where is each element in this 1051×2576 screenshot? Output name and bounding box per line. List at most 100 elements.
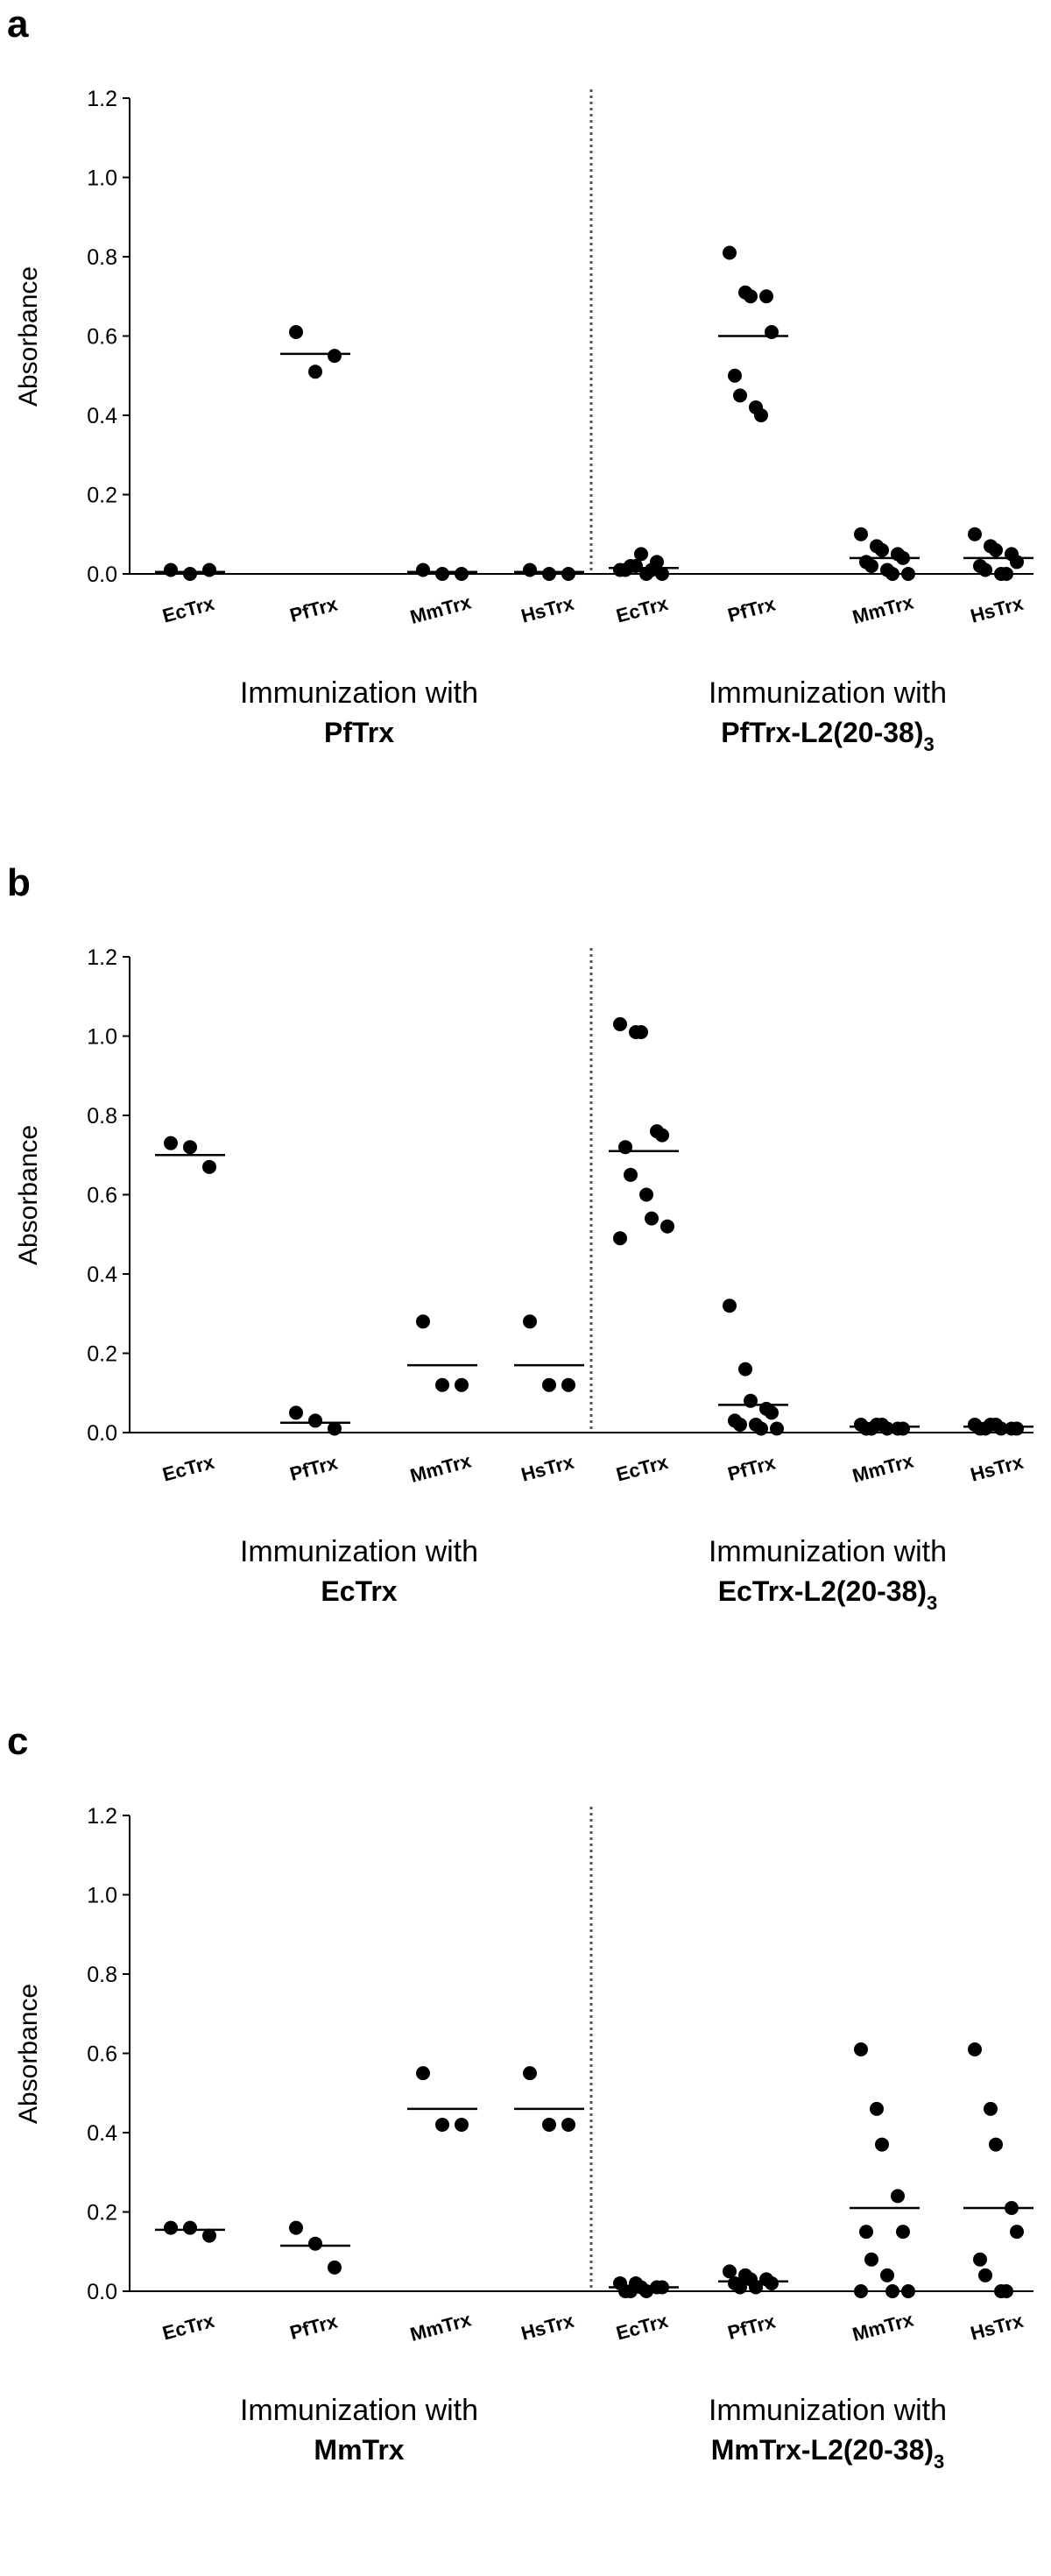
data-point [989, 2137, 1003, 2152]
group-label: Immunization with [709, 1535, 947, 1568]
data-point [978, 2268, 992, 2282]
group-name-subscript: 3 [934, 2451, 944, 2473]
category-label: EcTrx [160, 2310, 217, 2345]
data-point [765, 1405, 779, 1420]
category-label: HsTrx [518, 1451, 576, 1486]
data-point [723, 2264, 737, 2279]
group-name-main: MmTrx-L2(20-38) [711, 2434, 934, 2466]
group-name: MmTrx [314, 2434, 404, 2466]
category-label: PfTrx [287, 1451, 340, 1485]
y-tick-label: 0.6 [87, 325, 117, 350]
panel-letter: b [7, 861, 31, 904]
group-name: EcTrx-L2(20-38)3 [718, 1575, 938, 1614]
group-label: Immunization with [240, 676, 478, 710]
data-point [561, 2117, 575, 2132]
data-point [455, 1377, 469, 1392]
data-point [999, 567, 1013, 581]
data-point [308, 2236, 322, 2251]
group-label: Immunization with [240, 1535, 478, 1568]
data-point [416, 2066, 430, 2081]
y-tick-label: 0.6 [87, 2042, 117, 2067]
data-point [634, 547, 648, 562]
group-name: MmTrx-L2(20-38)3 [711, 2434, 945, 2473]
data-point [896, 1421, 910, 1436]
data-point [733, 1417, 747, 1432]
group-label: Immunization with [709, 2394, 947, 2427]
data-point [978, 563, 992, 577]
data-point [308, 1413, 322, 1428]
y-tick-label: 0.8 [87, 245, 117, 270]
data-point [523, 2066, 537, 2081]
data-point [202, 2228, 216, 2243]
y-axis-label: Absorbance [14, 266, 43, 407]
category-label: MmTrx [850, 591, 917, 628]
category-label: MmTrx [850, 2308, 917, 2346]
category-label: PfTrx [725, 592, 778, 626]
data-point [859, 2225, 873, 2240]
data-point [854, 527, 868, 541]
y-tick-label: 0.2 [87, 2201, 117, 2226]
data-point [1010, 2225, 1024, 2240]
panel-a: a Absorbance 0.0 0.2 0.4 0.6 0.8 1.0 1.2 EcTrx PfT… [0, 0, 1051, 859]
category-label: MmTrx [408, 591, 475, 628]
group-name-subscript: 3 [923, 733, 934, 755]
y-tick-label: 1.2 [87, 87, 117, 111]
data-point [455, 2117, 469, 2132]
y-axis-label: Absorbance [14, 1984, 43, 2124]
data-point [875, 2137, 889, 2152]
y-tick-label: 1.0 [87, 1884, 117, 1908]
category-label: PfTrx [725, 1451, 778, 1485]
data-point [854, 2042, 868, 2056]
data-point [183, 567, 197, 581]
data-point [994, 1421, 1008, 1436]
data-point [854, 2284, 868, 2298]
category-label: HsTrx [518, 2310, 576, 2345]
data-point [968, 527, 982, 541]
y-tick-label: 0.8 [87, 1104, 117, 1129]
data-point [289, 1405, 303, 1420]
data-point [328, 2260, 342, 2275]
data-point [435, 567, 449, 581]
data-point [634, 1024, 648, 1039]
category-label: HsTrx [968, 2310, 1026, 2345]
data-point [864, 2252, 878, 2267]
data-point [613, 1231, 627, 1246]
y-axis-label: Absorbance [14, 1125, 43, 1265]
y-tick-label: 0.6 [87, 1184, 117, 1208]
category-label: PfTrx [287, 2310, 340, 2344]
data-point [880, 2268, 894, 2282]
data-point [202, 1159, 216, 1174]
data-point [645, 1211, 659, 1226]
data-point [978, 1421, 992, 1436]
data-point [561, 567, 575, 581]
data-point [561, 1377, 575, 1392]
category-label: EcTrx [614, 1451, 671, 1486]
group-name: PfTrx-L2(20-38)3 [721, 717, 934, 755]
data-point [770, 1421, 784, 1436]
data-point [624, 558, 638, 573]
data-point [759, 289, 773, 304]
category-label: PfTrx [725, 2310, 778, 2344]
data-point [885, 2284, 899, 2298]
category-label: MmTrx [408, 2308, 475, 2346]
data-point [968, 2042, 982, 2056]
category-label: MmTrx [850, 1449, 917, 1487]
data-point [289, 2220, 303, 2235]
data-point [164, 2220, 178, 2235]
category-label: MmTrx [408, 1449, 475, 1487]
group-name: EcTrx [321, 1575, 397, 1607]
y-tick-label: 0.0 [87, 563, 117, 587]
data-point [655, 1128, 669, 1143]
data-point [989, 542, 1003, 557]
y-tick-label: 1.0 [87, 166, 117, 191]
data-point [733, 388, 747, 403]
data-point [901, 567, 915, 581]
group-name-main: MmTrx [314, 2434, 404, 2466]
data-point [639, 1187, 653, 1202]
data-point [655, 567, 669, 581]
chart-b: b Absorbance 0.0 0.2 0.4 0.6 0.8 1.0 1.2 EcTrx PfT… [7, 861, 1033, 1614]
data-point [749, 2280, 763, 2295]
data-point [202, 563, 216, 577]
y-tick-label: 0.8 [87, 1963, 117, 1987]
data-point [765, 2275, 779, 2290]
